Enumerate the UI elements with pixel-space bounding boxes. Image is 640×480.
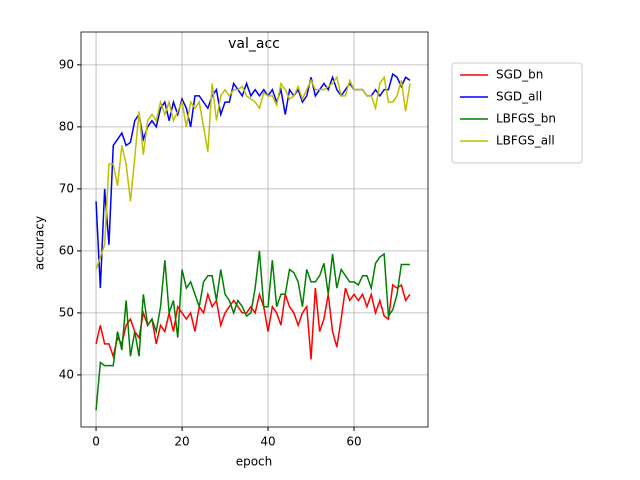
plot-frame	[80, 31, 429, 428]
legend-box	[451, 62, 583, 164]
x-axis-label: epoch	[236, 455, 273, 469]
legend-label: LBFGS_all	[496, 134, 555, 148]
x-tick-label: 0	[92, 435, 100, 449]
y-tick-label: 70	[59, 181, 74, 195]
legend-label: SGD_all	[496, 90, 542, 104]
series-line	[95, 250, 410, 411]
y-tick-label: 50	[59, 305, 74, 319]
legend-label: SGD_bn	[496, 68, 543, 82]
y-tick-label: 80	[59, 119, 74, 133]
x-tick-label: 60	[346, 435, 361, 449]
chart-title: val_acc	[228, 36, 280, 52]
x-tick-label: 20	[174, 435, 189, 449]
y-tick-label: 40	[59, 367, 74, 381]
y-tick-label: 90	[59, 57, 74, 71]
y-axis-label: accuracy	[33, 216, 47, 270]
y-tick-label: 60	[59, 243, 74, 257]
x-tick-label: 40	[260, 435, 275, 449]
legend-label: LBFGS_bn	[496, 112, 556, 126]
series-line	[95, 75, 411, 270]
